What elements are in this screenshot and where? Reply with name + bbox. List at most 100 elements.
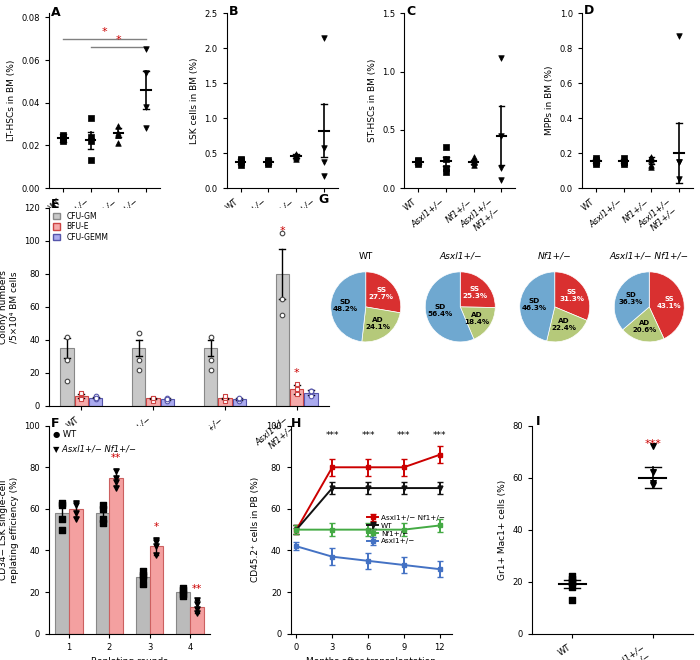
Text: E: E: [51, 198, 60, 211]
Text: I: I: [536, 415, 540, 428]
Point: [305, 385, 316, 396]
Bar: [176, 592, 190, 634]
Point: [440, 163, 452, 174]
Bar: [232, 399, 246, 406]
Point: [440, 166, 452, 177]
Point: [235, 155, 246, 166]
Point: [647, 478, 658, 488]
Bar: [60, 348, 74, 406]
Point: [590, 155, 601, 166]
Point: [71, 508, 82, 518]
Point: [162, 395, 173, 406]
Point: [276, 227, 288, 238]
Point: [141, 102, 152, 112]
Title: Asxl1+/− Nf1+/−: Asxl1+/− Nf1+/−: [610, 251, 689, 261]
Bar: [276, 274, 289, 406]
Point: [111, 473, 122, 483]
Point: [618, 158, 629, 169]
Point: [76, 394, 87, 405]
Wedge shape: [649, 272, 684, 339]
Text: SD
46.3%: SD 46.3%: [522, 298, 547, 311]
Point: [262, 155, 274, 166]
Point: [76, 387, 87, 398]
Point: [262, 159, 274, 170]
Text: AD
18.4%: AD 18.4%: [465, 312, 489, 325]
Text: *: *: [154, 521, 159, 532]
Wedge shape: [520, 272, 555, 341]
Text: A: A: [51, 6, 61, 18]
Point: [148, 395, 159, 406]
Point: [234, 395, 245, 406]
Point: [262, 157, 274, 168]
Text: B: B: [229, 5, 239, 18]
Point: [205, 364, 216, 375]
Point: [162, 392, 173, 403]
Point: [290, 152, 302, 162]
Point: [291, 384, 302, 395]
Point: [97, 500, 108, 510]
Point: [97, 518, 108, 529]
Point: [618, 156, 629, 167]
Bar: [204, 348, 217, 406]
Point: [567, 571, 578, 581]
Point: [618, 153, 629, 164]
Y-axis label: ST-HSCs in BM (%): ST-HSCs in BM (%): [368, 59, 377, 143]
Point: [291, 379, 302, 389]
Point: [177, 583, 188, 593]
Point: [673, 156, 685, 167]
Point: [590, 156, 601, 167]
Wedge shape: [362, 307, 400, 342]
Point: [90, 391, 101, 401]
Point: [151, 535, 162, 545]
Legend: Asxl1+/− Nf1+/−, WT, Nf1+/−, Asxl1+/−: Asxl1+/− Nf1+/−, WT, Nf1+/−, Asxl1+/−: [365, 512, 448, 547]
Bar: [89, 397, 102, 406]
Text: G: G: [318, 193, 329, 206]
Text: **: **: [192, 584, 202, 594]
Bar: [304, 393, 318, 406]
Legend: CFU-GM, BFU-E, CFU-GEMM: CFU-GM, BFU-E, CFU-GEMM: [52, 212, 108, 242]
Bar: [150, 546, 163, 634]
Bar: [146, 399, 160, 406]
Bar: [190, 607, 204, 634]
Point: [57, 498, 68, 508]
Point: [234, 394, 245, 405]
Point: [97, 514, 108, 525]
Point: [57, 500, 68, 510]
Title: WT: WT: [358, 251, 373, 261]
Point: [111, 466, 122, 477]
Point: [291, 389, 302, 400]
Text: AD
22.4%: AD 22.4%: [552, 319, 577, 331]
Text: ***: ***: [361, 431, 374, 440]
Point: [219, 392, 230, 403]
Point: [85, 155, 96, 166]
Bar: [109, 478, 123, 634]
Title: Asxl1+/−: Asxl1+/−: [439, 251, 482, 261]
Point: [290, 150, 302, 160]
Bar: [96, 513, 109, 634]
Point: [162, 394, 173, 405]
Text: SD
56.4%: SD 56.4%: [428, 304, 453, 317]
Point: [496, 131, 507, 141]
Point: [468, 151, 480, 162]
Wedge shape: [365, 272, 400, 313]
Point: [234, 392, 245, 403]
Point: [262, 156, 274, 167]
Point: [412, 155, 423, 166]
Y-axis label: CD45.2⁺ cells in PB (%): CD45.2⁺ cells in PB (%): [251, 477, 260, 582]
Point: [148, 392, 159, 403]
Point: [496, 52, 507, 63]
Wedge shape: [461, 307, 495, 339]
Point: [113, 129, 124, 140]
Point: [290, 148, 302, 159]
Point: [177, 585, 188, 595]
Point: [113, 127, 124, 138]
Text: ***: ***: [397, 431, 410, 440]
Point: [85, 112, 96, 123]
Point: [151, 537, 162, 547]
Point: [133, 364, 144, 375]
Text: SD
36.3%: SD 36.3%: [619, 292, 643, 305]
Point: [468, 156, 480, 166]
Point: [567, 595, 578, 605]
Point: [57, 129, 69, 140]
Point: [318, 143, 330, 154]
